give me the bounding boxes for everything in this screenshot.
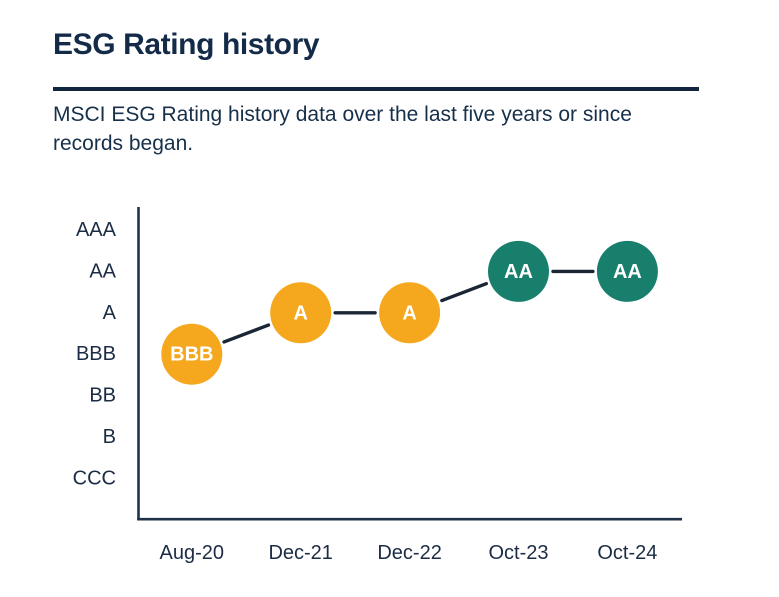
title-divider (53, 87, 699, 91)
data-point-rating-label: AA (504, 261, 533, 283)
y-axis-label-a: A (103, 302, 117, 324)
data-point-rating-label: BBB (170, 344, 213, 366)
data-point-oct-23-aa (488, 240, 549, 302)
data-point-aug-20-bbb (161, 323, 223, 385)
page-title: ESG Rating history (53, 28, 320, 61)
data-point-rating-label: A (293, 302, 307, 324)
x-axis-label-oct-24: Oct-24 (597, 542, 657, 564)
y-axis-label-bbb: BBB (76, 343, 116, 365)
x-axis-label-aug-20: Aug-20 (160, 542, 225, 564)
y-axis-label-bb: BB (89, 385, 116, 407)
data-point-rating-label: A (402, 302, 416, 324)
page-subtitle: MSCI ESG Rating history data over the la… (53, 103, 632, 155)
data-point-oct-24-aa (596, 240, 658, 302)
y-axis-label-ccc: CCC (73, 467, 116, 489)
x-axis-label-oct-23: Oct-23 (488, 542, 548, 564)
connector-line-3 (440, 281, 488, 303)
data-point-dec-22-a (379, 282, 441, 344)
data-point-dec-21-a (270, 282, 332, 344)
y-axis-label-b: B (103, 426, 116, 448)
y-axis-label-aa: AA (89, 260, 116, 282)
x-axis-label-dec-21: Dec-21 (268, 542, 332, 564)
x-axis-label-dec-22: Dec-22 (377, 542, 441, 564)
connector-line-1 (222, 323, 271, 344)
data-point-rating-label: AA (613, 261, 642, 283)
y-axis-label-aaa: AAA (76, 219, 117, 241)
